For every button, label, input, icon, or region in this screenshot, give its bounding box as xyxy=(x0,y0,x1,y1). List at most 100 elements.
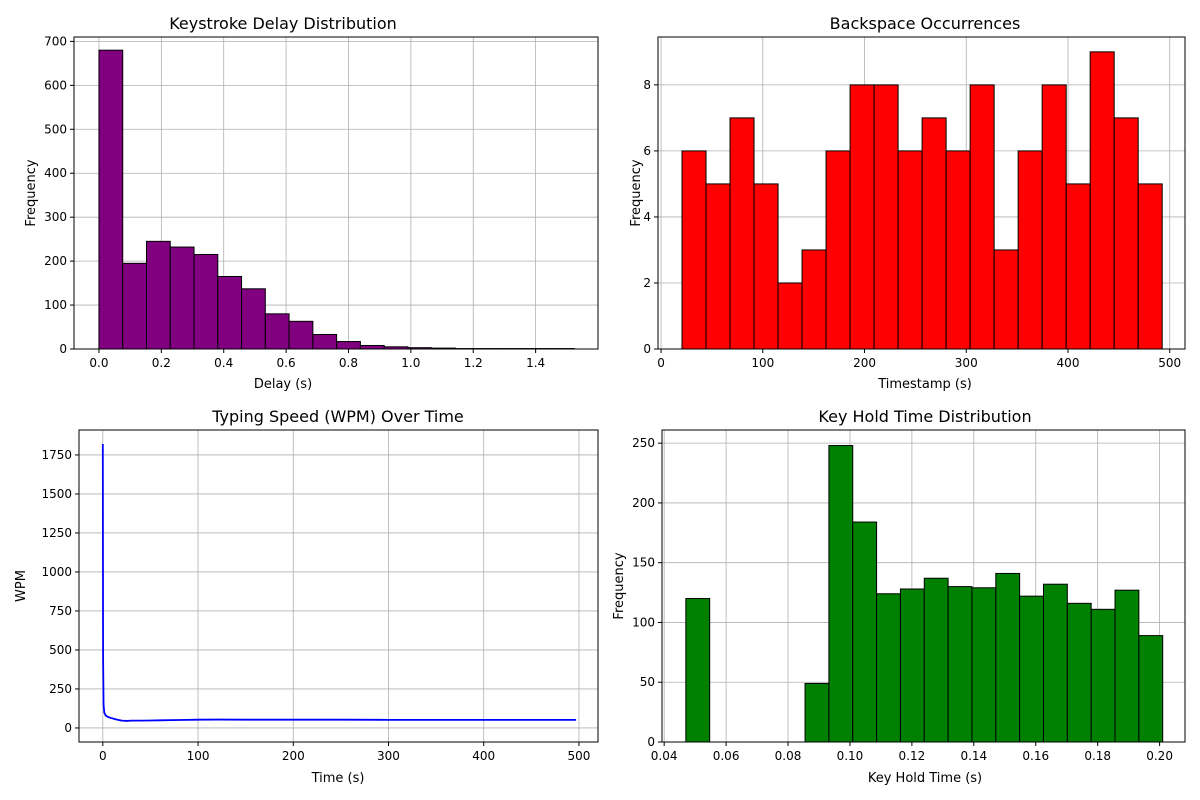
y-tick-label: 250 xyxy=(49,682,72,696)
histogram-bar xyxy=(1042,583,1068,743)
histogram-bar xyxy=(312,333,338,350)
y-tick-label: 500 xyxy=(44,122,67,136)
histogram-bar xyxy=(359,344,385,350)
grid xyxy=(79,430,598,742)
x-tick-label: 0.12 xyxy=(899,749,926,763)
y-tick-label: 0 xyxy=(64,721,72,735)
histogram-bar xyxy=(336,341,361,350)
histogram-bar xyxy=(993,249,1019,350)
histogram-bar xyxy=(681,150,707,350)
histogram-bar xyxy=(264,313,290,350)
x-tick-label: 1.0 xyxy=(401,356,420,370)
histogram-bar xyxy=(1137,183,1163,350)
chart-title: Key Hold Time Distribution xyxy=(818,407,1031,426)
histogram-bar xyxy=(753,183,779,350)
histogram-bar xyxy=(169,246,195,350)
y-tick-label: 1500 xyxy=(41,487,72,501)
x-tick-label: 0.20 xyxy=(1146,749,1173,763)
histogram-bar xyxy=(828,445,854,743)
histogram-bar xyxy=(1138,635,1164,743)
y-tick-label: 200 xyxy=(44,254,67,268)
y-tick-label: 300 xyxy=(44,210,67,224)
bars xyxy=(685,445,1164,743)
backspace-occurrences-chart: Backspace Occurrences Timestamp (s) Freq… xyxy=(629,14,1186,392)
x-tick-label: 0 xyxy=(99,749,107,763)
histogram-bar xyxy=(995,572,1021,743)
chart-title: Keystroke Delay Distribution xyxy=(169,14,397,33)
y-tick-label: 100 xyxy=(632,615,655,629)
histogram-bar xyxy=(801,249,827,350)
histogram-bar xyxy=(217,275,243,350)
histogram-bar xyxy=(122,262,147,350)
y-tick-label: 50 xyxy=(640,675,655,689)
histogram-bar xyxy=(1066,602,1092,743)
histogram-bar xyxy=(1113,117,1139,350)
y-tick-label: 8 xyxy=(643,78,651,92)
x-tick-label: 400 xyxy=(1057,356,1080,370)
y-tick-label: 6 xyxy=(643,144,651,158)
histogram-bar xyxy=(288,320,314,350)
y-tick-label: 100 xyxy=(44,298,67,312)
histogram-bar xyxy=(804,682,830,743)
histogram-bar xyxy=(873,84,899,350)
x-axis-label: Delay (s) xyxy=(254,377,312,392)
x-tick-label: 0.16 xyxy=(1022,749,1049,763)
x-tick-label: 300 xyxy=(955,356,978,370)
histogram-bar xyxy=(899,588,925,743)
histogram-bar xyxy=(852,521,878,743)
y-tick-label: 1750 xyxy=(41,448,72,462)
y-tick-label: 150 xyxy=(632,556,655,570)
y-tick-label: 600 xyxy=(44,78,67,92)
histogram-bar xyxy=(921,117,947,350)
histogram-bar xyxy=(923,577,949,743)
x-tick-label: 0.06 xyxy=(713,749,740,763)
histogram-bar xyxy=(98,49,124,350)
histogram-bar xyxy=(1065,183,1091,350)
y-axis-label: WPM xyxy=(14,570,29,602)
x-tick-label: 100 xyxy=(751,356,774,370)
axes-frame xyxy=(657,36,1186,350)
x-tick-label: 200 xyxy=(853,356,876,370)
x-tick-label: 0.14 xyxy=(960,749,987,763)
chart-title: Backspace Occurrences xyxy=(830,14,1021,33)
histogram-bar xyxy=(1090,608,1116,743)
x-tick-label: 0.10 xyxy=(837,749,864,763)
y-axis-label: Frequency xyxy=(612,552,627,619)
x-tick-label: 0.2 xyxy=(152,356,171,370)
x-tick-label: 0.6 xyxy=(277,356,296,370)
keystroke-delay-chart: Keystroke Delay Distribution Delay (s) F… xyxy=(24,14,599,392)
histogram-bar xyxy=(945,150,971,350)
x-tick-label: 0.8 xyxy=(339,356,358,370)
y-tick-label: 250 xyxy=(632,436,655,450)
y-tick-label: 2 xyxy=(643,276,651,290)
x-tick-label: 100 xyxy=(187,749,210,763)
wpm-line xyxy=(101,444,577,722)
histogram-bar xyxy=(825,150,851,350)
y-tick-label: 0 xyxy=(59,342,67,356)
key-hold-time-chart: Key Hold Time Distribution Key Hold Time… xyxy=(612,407,1186,786)
chart-title: Typing Speed (WPM) Over Time xyxy=(211,407,464,426)
histogram-bar xyxy=(849,84,875,350)
histogram-bar xyxy=(193,254,219,350)
histogram-bar xyxy=(1114,589,1140,743)
y-tick-label: 1000 xyxy=(41,565,72,579)
y-tick-label: 1250 xyxy=(41,526,72,540)
x-tick-label: 1.4 xyxy=(526,356,545,370)
y-axis-label: Frequency xyxy=(24,159,39,226)
x-tick-label: 0.18 xyxy=(1084,749,1111,763)
x-axis-label: Timestamp (s) xyxy=(877,377,972,392)
axes-frame xyxy=(661,429,1186,743)
histogram-bar xyxy=(971,587,997,743)
y-axis-label: Frequency xyxy=(629,159,644,226)
histogram-bar xyxy=(897,150,923,350)
x-tick-label: 300 xyxy=(377,749,400,763)
typing-speed-chart: Typing Speed (WPM) Over Time Time (s) WP… xyxy=(14,407,599,786)
x-tick-label: 400 xyxy=(472,749,495,763)
axes-frame xyxy=(73,36,599,350)
x-tick-label: 0.0 xyxy=(89,356,108,370)
y-tick-label: 700 xyxy=(44,34,67,48)
x-tick-label: 1.2 xyxy=(464,356,483,370)
x-tick-label: 0.4 xyxy=(214,356,233,370)
x-tick-label: 500 xyxy=(1158,356,1181,370)
x-axis-label: Time (s) xyxy=(311,771,365,786)
